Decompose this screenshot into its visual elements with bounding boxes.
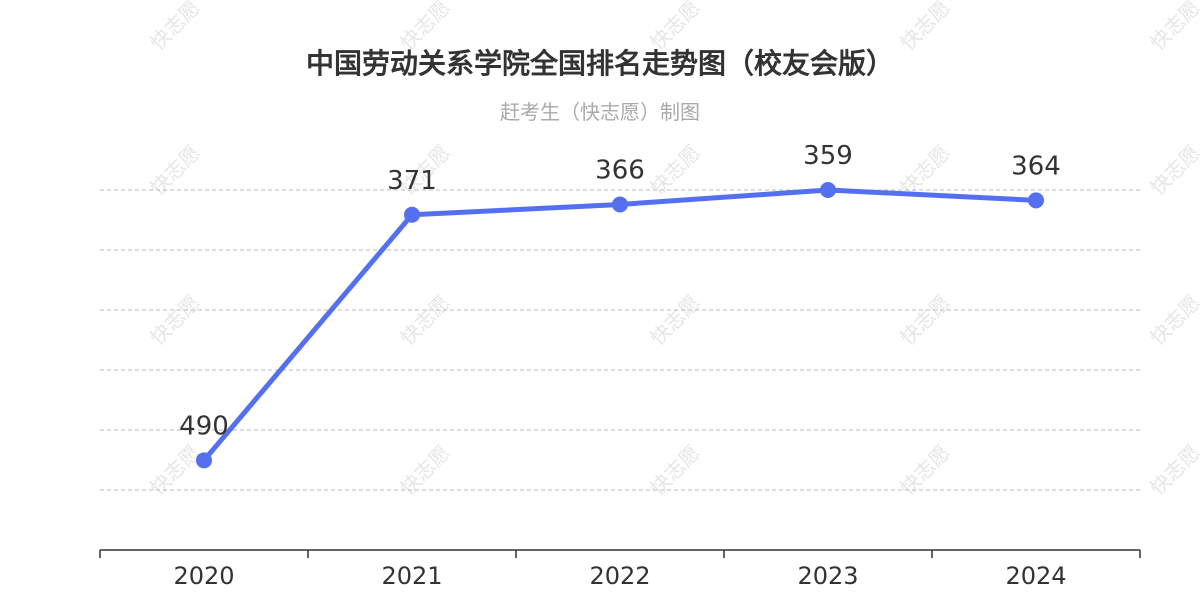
data-label: 490: [179, 411, 229, 441]
chart-title: 中国劳动关系学院全国排名走势图（校友会版）: [306, 47, 894, 80]
watermark-text: 快志愿: [895, 440, 954, 499]
watermark-text: 快志愿: [645, 140, 704, 199]
series-layer: [196, 182, 1044, 469]
data-label: 366: [595, 155, 645, 185]
data-label: 371: [387, 166, 437, 196]
watermark-text: 快志愿: [895, 140, 954, 199]
watermark-text: 快志愿: [1145, 290, 1200, 349]
data-point: [196, 452, 212, 469]
x-tick-label: 2023: [797, 562, 858, 590]
watermark-text: 快志愿: [145, 290, 204, 349]
x-tick-label: 2024: [1005, 562, 1066, 590]
x-tick-label: 2020: [173, 562, 234, 590]
watermark-text: 快志愿: [645, 290, 704, 349]
watermark-text: 快志愿: [145, 140, 204, 199]
watermark-text: 快志愿: [645, 440, 704, 499]
data-label: 364: [1011, 151, 1061, 181]
x-axis: 2020 2021 2022 2023 2024: [99, 549, 1141, 590]
data-point: [404, 206, 420, 223]
data-label: 359: [803, 141, 853, 171]
watermark-text: 快志愿: [1145, 440, 1200, 499]
watermark-text: 快志愿: [395, 440, 454, 499]
watermark-text: 快志愿: [1145, 0, 1200, 55]
watermark-text: 快志愿: [395, 290, 454, 349]
x-tick-label: 2021: [381, 562, 442, 590]
watermark-text: 快志愿: [895, 290, 954, 349]
watermark-text: 快志愿: [1145, 140, 1200, 199]
data-point: [612, 196, 628, 213]
watermark-text: 快志愿: [895, 0, 954, 55]
data-point: [820, 182, 836, 198]
grid-lines: [100, 189, 1140, 491]
data-point: [1028, 192, 1044, 209]
chart-subtitle: 赶考生（快志愿）制图: [500, 100, 700, 124]
data-label-layer: 490 371 366 359 364: [179, 141, 1061, 441]
watermark-text: 快志愿: [145, 0, 204, 55]
x-tick-label: 2022: [589, 562, 650, 590]
watermark-text: 快志愿: [145, 440, 204, 499]
